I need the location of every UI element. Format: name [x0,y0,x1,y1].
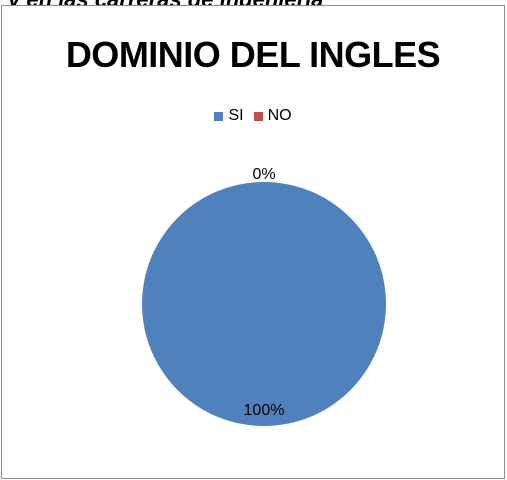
legend-item-no: NO [253,107,292,125]
data-label-si: 100% [244,402,285,419]
chart-area: DOMINIO DEL INGLES SI NO 0% 100% [1,5,505,479]
pie-slice-si [142,182,386,426]
data-label-no: 0% [252,166,275,183]
legend-label-si: SI [228,107,244,124]
pie-slices [142,182,386,426]
legend-swatch-no [253,111,263,121]
chart-title: DOMINIO DEL INGLES [65,34,441,75]
pie-chart: 0% 100% [142,166,386,426]
legend-swatch-si [214,111,224,121]
legend-item-si: SI [214,107,244,125]
chart-legend: SI NO [2,107,504,125]
legend-label-no: NO [267,107,292,124]
